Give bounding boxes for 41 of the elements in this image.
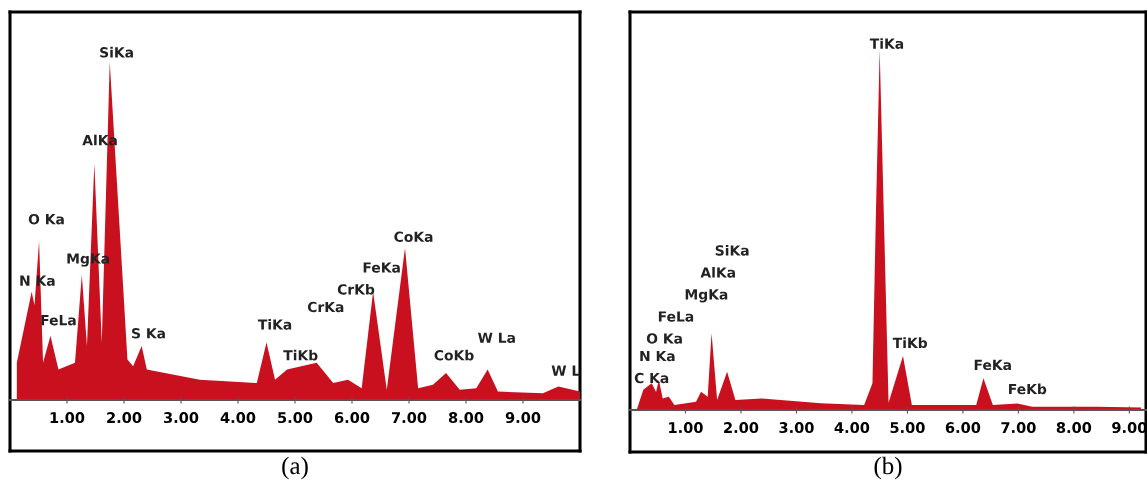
text: TiKa <box>869 38 904 49</box>
annotation: W La <box>478 332 515 343</box>
x-tick-label: 8.00 <box>1056 422 1092 434</box>
annotation: N Ka <box>640 350 675 362</box>
x-tick-label: 2.00 <box>107 412 142 424</box>
text: (a) <box>282 456 308 480</box>
annotation: TiKa <box>257 319 292 330</box>
annotation: TiKb <box>892 337 928 349</box>
annotation: O Ka <box>646 333 682 344</box>
annotation: FeKa <box>363 262 400 273</box>
x-tick-label: 7.00 <box>391 412 427 424</box>
x-tick-label: 3.00 <box>779 422 814 434</box>
x-tick-label: 3.00 <box>163 412 199 424</box>
x-tick-label: 6.00 <box>334 412 370 424</box>
annotation: SiKa <box>715 244 749 256</box>
annotation: S Ka <box>132 328 165 339</box>
annotation: AlKa <box>700 266 735 278</box>
annotation: TiKb <box>283 349 318 361</box>
x-tick-label: 4.00 <box>220 412 256 424</box>
annotation: FeKb <box>1009 383 1047 395</box>
x-tick-label: 2.00 <box>724 422 759 434</box>
x-tick-label: 7.00 <box>1001 422 1036 434</box>
text: (b) <box>874 456 902 480</box>
x-tick-label: 1.00 <box>50 412 85 424</box>
annotation: CoKb <box>434 349 474 361</box>
x-tick-label: 1.00 <box>669 422 703 434</box>
annotation: CrKb <box>337 283 375 295</box>
x-tick-label: 4.00 <box>834 422 870 434</box>
x-tick-label: 8.00 <box>448 412 484 424</box>
annotation: O Ka <box>28 213 64 225</box>
x-tick-label: 9.00 <box>505 412 541 424</box>
x-tick-label: 5.00 <box>890 422 925 434</box>
x-tick-label: 6.00 <box>945 422 981 434</box>
annotation: FeKa <box>974 359 1011 371</box>
annotation: CoKa <box>394 231 433 242</box>
annotation: FeLa <box>658 311 694 322</box>
annotation: CrKa <box>307 301 344 313</box>
text: SiKa <box>100 46 133 58</box>
annotation: MgKa <box>685 289 728 303</box>
annotation: C Ka <box>634 372 669 384</box>
x-tick-label: 5.00 <box>278 412 313 424</box>
